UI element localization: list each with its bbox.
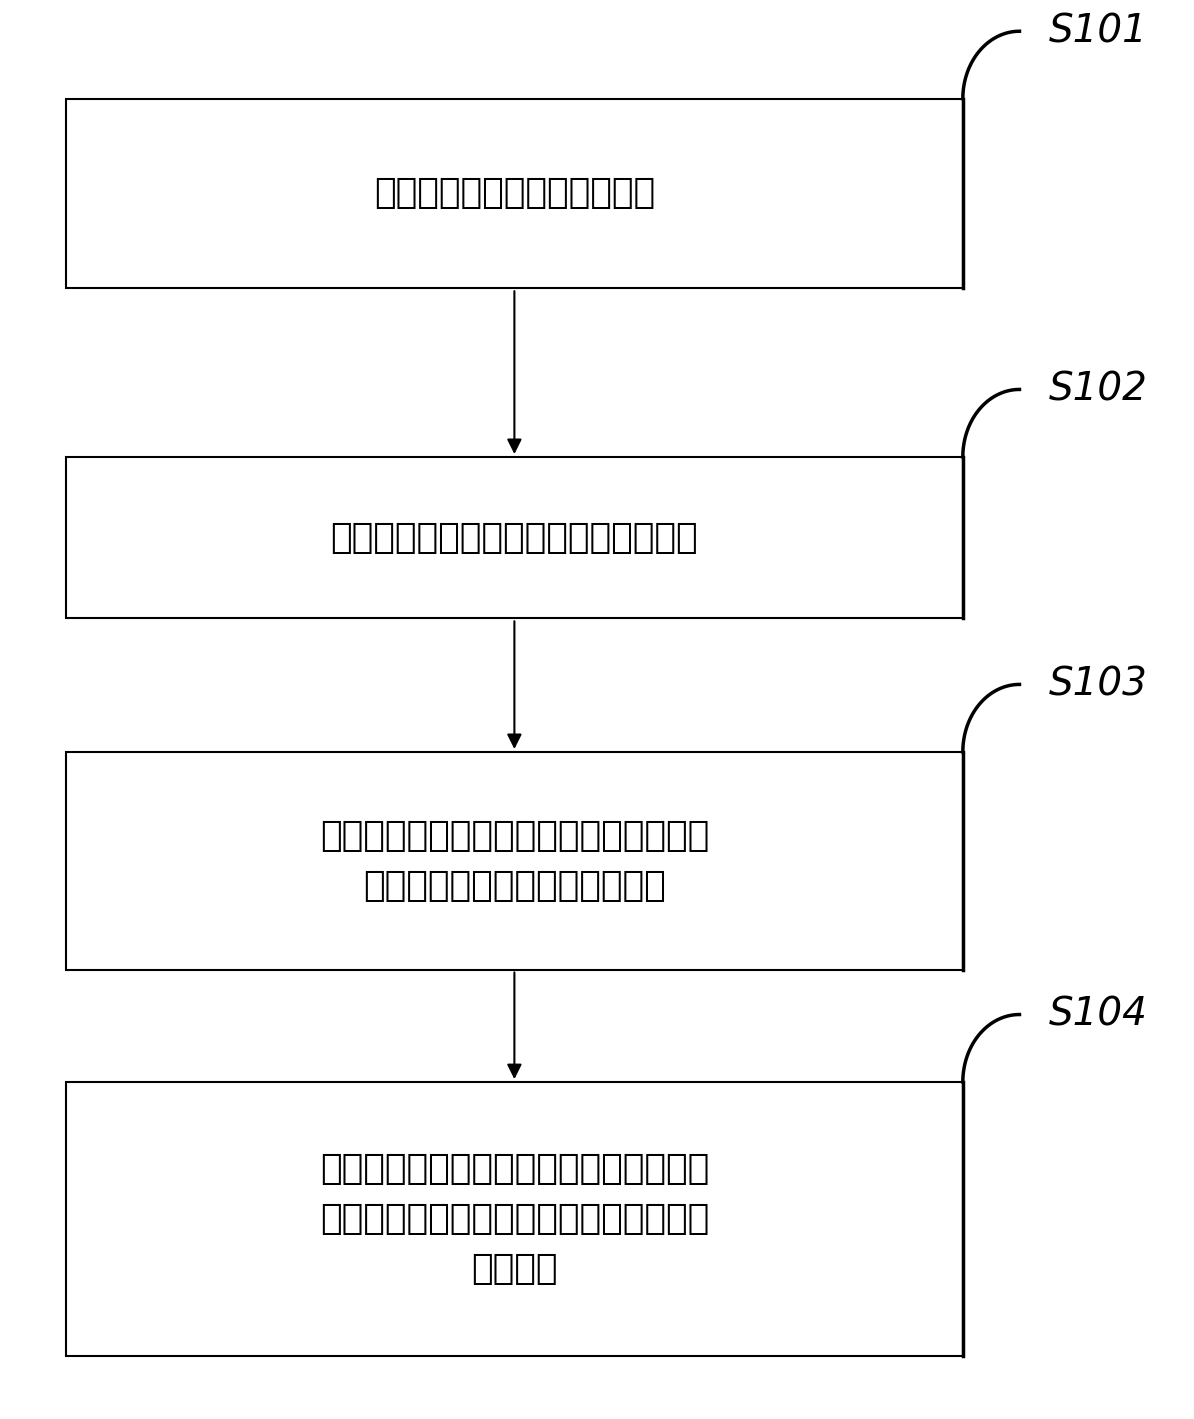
Bar: [66, 99, 962, 288]
Text: 根据第一物理参数，确定基准物理参数: 根据第一物理参数，确定基准物理参数: [331, 521, 698, 555]
Text: S102: S102: [1050, 370, 1147, 409]
Bar: [66, 752, 962, 969]
Text: 检测第一产品的第一物理参数: 检测第一产品的第一物理参数: [374, 176, 656, 210]
Bar: [66, 457, 962, 619]
Bar: [66, 1081, 962, 1357]
Text: S101: S101: [1050, 13, 1147, 50]
Text: S103: S103: [1050, 666, 1147, 704]
Text: 检测第二产品的第二物理参数，将第二物
理参数与基准物理参数进行比较: 检测第二产品的第二物理参数，将第二物 理参数与基准物理参数进行比较: [320, 819, 709, 902]
Text: S104: S104: [1050, 996, 1147, 1033]
Text: 根据第二物理参数与基准物理参数的比较
结果，确定第二产品的结构误差是否在允
许范围内: 根据第二物理参数与基准物理参数的比较 结果，确定第二产品的结构误差是否在允 许范…: [320, 1152, 709, 1286]
